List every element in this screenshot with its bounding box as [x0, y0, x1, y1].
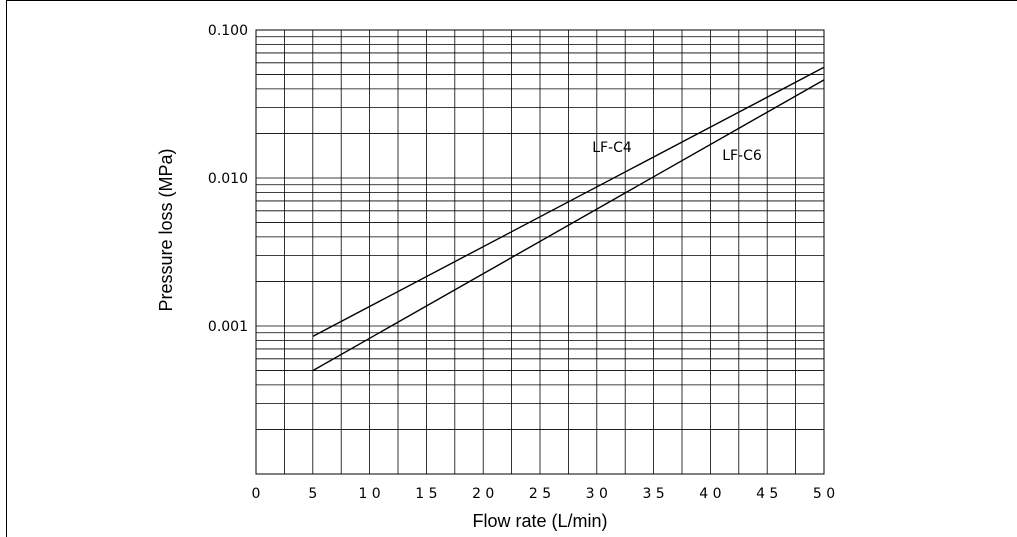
x-tick-labels: 0 5 1 0 1 5 2 0 2 5 3 0 3 5 4 0 4 5 5 0: [252, 486, 836, 502]
x-tick-label: 2 5: [529, 486, 551, 502]
x-tick-label: 1 5: [415, 486, 437, 502]
grid: [255, 29, 825, 475]
x-tick-label: 3 5: [642, 486, 664, 502]
y-tick-label: 0.100: [208, 23, 248, 39]
y-axis-label: Pressure loss (MPa): [156, 148, 176, 311]
plot-area-border: [255, 29, 825, 475]
series-line-lf-c4: [312, 66, 825, 338]
x-tick-label: 5: [308, 486, 317, 502]
x-tick-label: 4 5: [756, 486, 778, 502]
series-label-lf-c6: LF-C6: [722, 148, 762, 164]
x-tick-label: 2 0: [472, 486, 494, 502]
x-tick-label: 0: [252, 486, 261, 502]
x-tick-label: 1 0: [358, 486, 380, 502]
x-tick-label: 3 0: [586, 486, 608, 502]
x-axis-label: Flow rate (L/min): [472, 511, 607, 531]
series-label-lf-c4: LF-C4: [592, 140, 632, 156]
series-line-lf-c6: [312, 79, 825, 372]
x-tick-label: 4 0: [699, 486, 721, 502]
figure-frame: [6, 0, 1017, 537]
series-labels: LF-C4 LF-C6: [592, 140, 762, 164]
x-tick-label: 5 0: [813, 486, 835, 502]
y-tick-labels: 0.001 0.010 0.100: [208, 23, 248, 335]
series-lines: [312, 66, 825, 372]
y-tick-label: 0.001: [208, 319, 248, 335]
y-tick-label: 0.010: [208, 171, 248, 187]
